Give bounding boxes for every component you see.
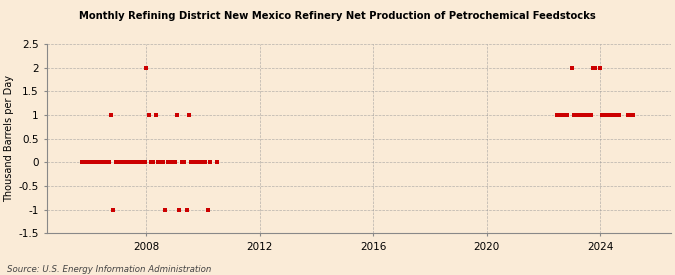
Point (132, 160, 142, 164)
Point (580, 113, 591, 117)
Point (110, 160, 121, 164)
Point (143, 113, 154, 117)
Point (155, 160, 166, 164)
Point (193, 160, 204, 164)
Point (552, 113, 563, 117)
Point (609, 113, 620, 117)
Point (184, 113, 194, 117)
Point (554, 113, 565, 117)
Point (141, 65, 152, 70)
Point (181, 207, 192, 212)
Point (101, 160, 111, 164)
Point (148, 160, 159, 164)
Point (82, 160, 92, 164)
Y-axis label: Thousand Barrels per Day: Thousand Barrels per Day (4, 75, 14, 202)
Point (573, 113, 584, 117)
Point (614, 113, 624, 117)
Point (167, 160, 178, 164)
Point (127, 160, 138, 164)
Point (160, 207, 171, 212)
Text: Source: U.S. Energy Information Administration: Source: U.S. Energy Information Administ… (7, 265, 211, 274)
Point (590, 65, 601, 70)
Point (174, 207, 185, 212)
Point (583, 113, 593, 117)
Point (606, 113, 617, 117)
Point (151, 113, 161, 117)
Point (134, 160, 144, 164)
Point (162, 160, 173, 164)
Point (77, 160, 88, 164)
Point (205, 160, 215, 164)
Text: Monthly Refining District New Mexico Refinery Net Production of Petrochemical Fe: Monthly Refining District New Mexico Ref… (79, 11, 596, 21)
Point (136, 160, 147, 164)
Point (202, 207, 213, 212)
Point (129, 160, 140, 164)
Point (628, 113, 639, 117)
Point (200, 160, 211, 164)
Point (84, 160, 95, 164)
Point (115, 160, 126, 164)
Point (165, 160, 176, 164)
Point (169, 160, 180, 164)
Point (625, 113, 636, 117)
Point (94, 160, 105, 164)
Point (103, 160, 114, 164)
Point (195, 160, 206, 164)
Point (105, 113, 116, 117)
Point (604, 113, 615, 117)
Point (113, 160, 124, 164)
Point (138, 160, 149, 164)
Point (99, 160, 109, 164)
Point (585, 113, 596, 117)
Point (597, 113, 608, 117)
Point (146, 160, 157, 164)
Point (91, 160, 102, 164)
Point (568, 113, 579, 117)
Point (89, 160, 100, 164)
Point (599, 113, 610, 117)
Point (576, 113, 587, 117)
Point (188, 160, 199, 164)
Point (86, 160, 97, 164)
Point (566, 65, 577, 70)
Point (119, 160, 130, 164)
Point (601, 113, 612, 117)
Point (171, 113, 182, 117)
Point (157, 160, 168, 164)
Point (559, 113, 570, 117)
Point (179, 160, 190, 164)
Point (140, 160, 151, 164)
Point (108, 207, 119, 212)
Point (611, 113, 622, 117)
Point (623, 113, 634, 117)
Point (117, 160, 128, 164)
Point (80, 160, 90, 164)
Point (212, 160, 223, 164)
Point (124, 160, 135, 164)
Point (176, 160, 187, 164)
Point (190, 160, 201, 164)
Point (122, 160, 133, 164)
Point (595, 65, 605, 70)
Point (186, 160, 196, 164)
Point (562, 113, 572, 117)
Point (571, 113, 582, 117)
Point (587, 65, 598, 70)
Point (578, 113, 589, 117)
Point (153, 160, 163, 164)
Point (557, 113, 568, 117)
Point (96, 160, 107, 164)
Point (198, 160, 209, 164)
